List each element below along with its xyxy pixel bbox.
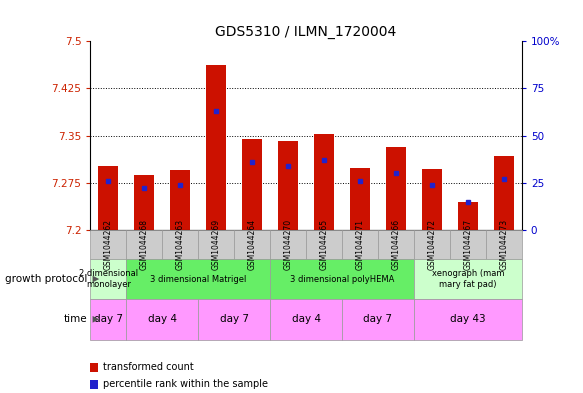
Text: transformed count: transformed count [103, 362, 194, 373]
FancyBboxPatch shape [414, 230, 450, 259]
Text: GSM1044266: GSM1044266 [391, 219, 401, 270]
FancyBboxPatch shape [414, 299, 522, 340]
Bar [422, 169, 442, 230]
Text: GSM1044263: GSM1044263 [175, 219, 185, 270]
Bar [243, 139, 262, 230]
Text: day 7: day 7 [363, 314, 392, 324]
FancyBboxPatch shape [270, 259, 414, 299]
FancyBboxPatch shape [342, 230, 378, 259]
Text: GSM1044269: GSM1044269 [212, 219, 221, 270]
Bar [494, 156, 514, 230]
FancyBboxPatch shape [486, 230, 522, 259]
Text: day 7: day 7 [220, 314, 249, 324]
Text: day 7: day 7 [94, 314, 123, 324]
FancyBboxPatch shape [342, 299, 414, 340]
Text: 3 dimensional Matrigel: 3 dimensional Matrigel [150, 275, 247, 283]
Title: GDS5310 / ILMN_1720004: GDS5310 / ILMN_1720004 [216, 25, 396, 39]
FancyBboxPatch shape [270, 299, 342, 340]
Text: day 43: day 43 [450, 314, 486, 324]
FancyBboxPatch shape [127, 259, 270, 299]
Text: growth protocol: growth protocol [5, 274, 87, 284]
FancyBboxPatch shape [198, 230, 234, 259]
Text: 3 dimensional polyHEMA: 3 dimensional polyHEMA [290, 275, 394, 283]
FancyBboxPatch shape [378, 230, 414, 259]
Text: time: time [64, 314, 87, 324]
Bar [278, 141, 298, 230]
FancyBboxPatch shape [234, 230, 270, 259]
Text: GSM1044272: GSM1044272 [427, 219, 437, 270]
Text: GSM1044262: GSM1044262 [104, 219, 113, 270]
FancyBboxPatch shape [450, 230, 486, 259]
Text: GSM1044268: GSM1044268 [140, 219, 149, 270]
Text: percentile rank within the sample: percentile rank within the sample [103, 379, 268, 389]
Text: GSM1044265: GSM1044265 [319, 219, 329, 270]
Bar [99, 166, 118, 230]
FancyBboxPatch shape [90, 259, 127, 299]
Text: day 4: day 4 [292, 314, 321, 324]
Bar [458, 202, 477, 230]
Text: GSM1044267: GSM1044267 [463, 219, 472, 270]
Bar [350, 168, 370, 230]
Text: day 4: day 4 [147, 314, 177, 324]
FancyBboxPatch shape [162, 230, 198, 259]
FancyBboxPatch shape [90, 380, 98, 389]
Bar [170, 170, 190, 230]
Bar [386, 147, 406, 230]
Text: GSM1044273: GSM1044273 [499, 219, 508, 270]
Text: GSM1044270: GSM1044270 [283, 219, 293, 270]
FancyBboxPatch shape [90, 299, 127, 340]
FancyBboxPatch shape [306, 230, 342, 259]
FancyBboxPatch shape [127, 230, 162, 259]
FancyBboxPatch shape [127, 299, 198, 340]
FancyBboxPatch shape [90, 230, 127, 259]
Text: xenograph (mam
mary fat pad): xenograph (mam mary fat pad) [431, 269, 504, 289]
FancyBboxPatch shape [270, 230, 306, 259]
FancyBboxPatch shape [90, 363, 98, 372]
Bar [314, 134, 334, 230]
Bar [206, 64, 226, 230]
Text: GSM1044271: GSM1044271 [356, 219, 364, 270]
Text: GSM1044264: GSM1044264 [248, 219, 257, 270]
FancyBboxPatch shape [198, 299, 270, 340]
FancyBboxPatch shape [414, 259, 522, 299]
Bar [135, 174, 154, 230]
Text: 2 dimensional
monolayer: 2 dimensional monolayer [79, 269, 138, 289]
